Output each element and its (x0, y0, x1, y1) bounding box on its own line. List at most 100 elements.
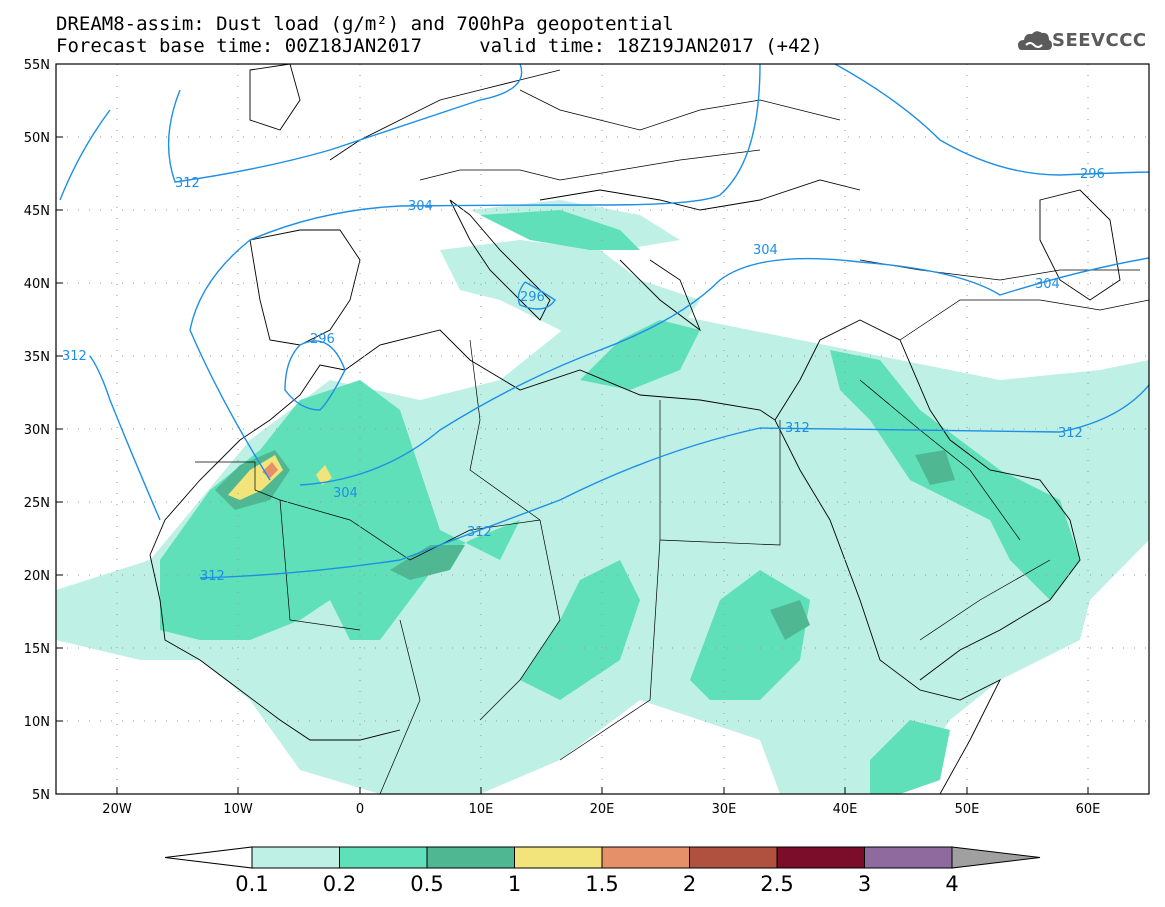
colorbar-segment (514, 846, 603, 869)
colorbar-segment (339, 846, 428, 869)
border-line (559, 539, 661, 761)
contour-line (89, 355, 161, 521)
cloud-logo-icon (1018, 31, 1052, 50)
contour-label: 312 (467, 525, 492, 540)
contour-line (199, 384, 1149, 579)
lon-label: 20W (102, 802, 132, 817)
chart-title: DREAM8-assim: Dust load (g/m²) and 700hP… (56, 13, 674, 35)
colorbar-segment (776, 846, 865, 869)
colorbar-level-label: 0.2 (322, 872, 357, 896)
contour-line (189, 64, 761, 481)
contour-label: 312 (785, 421, 810, 436)
border-line (899, 299, 1149, 341)
dust-band-moderate (690, 570, 810, 700)
lon-label: 20E (590, 802, 615, 817)
lat-label: 10N (24, 715, 50, 730)
dust-band-moderate (520, 560, 640, 700)
lon-label: 40E (833, 802, 858, 817)
colorbar-segment (689, 846, 778, 869)
lat-label: 40N (24, 277, 50, 292)
italy-coastline (449, 199, 551, 321)
dust-load-shading (56, 200, 1149, 794)
border-line (519, 89, 841, 131)
contour-line (167, 64, 523, 183)
axis-ticks (56, 63, 1089, 795)
lon-axis-labels: 20W 10W 0 10E 20E 30E 40E 50E 60E (102, 802, 1100, 817)
colorbar-underflow-triangle (164, 846, 253, 869)
border-line (479, 519, 561, 721)
colorbar-level-label: 4 (945, 872, 959, 896)
contour-label: 304 (753, 243, 778, 258)
lat-label: 30N (24, 423, 50, 438)
colorbar-level-label: 2.5 (760, 872, 794, 896)
lat-label: 5N (32, 788, 50, 803)
contour-label: 312 (175, 176, 200, 191)
border-line (469, 339, 541, 521)
lon-label: 50E (955, 802, 980, 817)
border-line (195, 461, 361, 631)
colorbar (164, 846, 1041, 869)
grid-lines (56, 64, 1149, 794)
arabia-coastline (774, 319, 1081, 681)
contour-label: 304 (408, 199, 433, 214)
forecast-time-line: Forecast base time: 00Z18JAN2017 valid t… (56, 35, 823, 57)
contour-line (834, 64, 1149, 176)
contour-label: 296 (520, 290, 545, 305)
border-line (379, 619, 421, 794)
colorbar-level-label: 2 (682, 872, 697, 896)
dust-band-moderate (480, 210, 640, 250)
contour-labels: 312 304 296 296 312 304 312 312 304 296 … (62, 167, 1105, 584)
border-line (859, 379, 1021, 541)
colorbar-overflow-triangle (951, 846, 1041, 869)
contour-label: 312 (1058, 426, 1083, 441)
geopotential-contours (59, 64, 1149, 579)
uk-coastline (249, 64, 301, 131)
colorbar-segment (864, 846, 953, 869)
colorbar-segment (251, 846, 340, 869)
lat-label: 50N (24, 131, 50, 146)
lat-label: 25N (24, 496, 50, 511)
lon-label: 10E (469, 802, 494, 817)
border-line (659, 400, 781, 546)
lon-label: 0 (356, 802, 364, 817)
contour-label: 312 (62, 349, 87, 364)
contour-label: 312 (200, 569, 225, 584)
contour-line (517, 281, 556, 310)
lat-label: 35N (24, 350, 50, 365)
colorbar-level-label: 1 (507, 872, 522, 896)
africa-coastline (149, 329, 1002, 794)
lat-label: 20N (24, 569, 50, 584)
lon-label: 30E (712, 802, 737, 817)
colorbar-level-label: 3 (857, 872, 872, 896)
dust-band-high (770, 600, 810, 640)
dust-band-moderate (580, 320, 700, 390)
dust-band-moderate (830, 350, 1080, 600)
contour-line (284, 340, 346, 411)
contour-label: 296 (310, 332, 335, 347)
border-line (419, 149, 761, 181)
dust-band-moderate (870, 720, 950, 794)
contour-line (299, 257, 1149, 486)
lon-label: 10W (223, 802, 253, 817)
dust-band-high (390, 545, 465, 580)
contour-label: 304 (333, 486, 358, 501)
colorbar-level-label: 0.5 (410, 872, 444, 896)
colorbar-level-label: 1.5 (585, 872, 619, 896)
coastlines (149, 64, 1121, 794)
iberia-coastline (249, 229, 361, 346)
lon-label: 60E (1076, 802, 1101, 817)
dust-band-high (915, 450, 955, 485)
border-line (279, 499, 541, 561)
colorbar-level-label: 0.1 (235, 872, 269, 896)
colorbar-segment (601, 846, 690, 869)
border-line (919, 559, 1051, 641)
dust-band-very-high (316, 465, 332, 485)
border-line (859, 259, 1140, 281)
contour-label: 304 (1035, 277, 1060, 292)
lat-label: 55N (24, 58, 50, 73)
logo-text: SEEVCCC (1052, 30, 1147, 51)
lat-axis-labels: 55N 50N 45N 40N 35N 30N 25N 20N 15N 10N … (24, 58, 50, 803)
contour-label: 296 (1080, 167, 1105, 182)
caspian-coastline (1039, 189, 1121, 301)
